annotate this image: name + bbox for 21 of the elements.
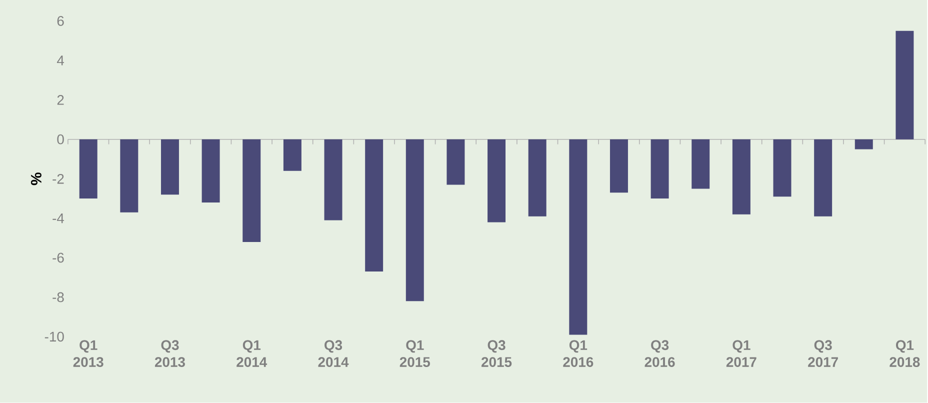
x-tick-label: Q1 2016 (563, 340, 594, 368)
y-tick-label: -8 (52, 292, 64, 302)
x-tick-label: Q1 2017 (726, 340, 756, 368)
x-tick-label: Q1 2018 (890, 340, 920, 368)
y-tick-label: -4 (52, 214, 64, 224)
y-tick-label: 6 (57, 16, 64, 26)
x-tick-label: Q1 2015 (400, 340, 430, 368)
x-tick-label: Q3 2015 (482, 340, 512, 368)
y-tick-label: -6 (52, 252, 64, 263)
y-tick-label: 4 (56, 56, 64, 66)
x-tick-label: Q1 2013 (73, 340, 104, 368)
x-tick-label: Q1 2014 (236, 340, 268, 368)
y-tick-label: 0 (57, 134, 64, 144)
y-tick-label: -2 (52, 174, 64, 184)
y-tick-label: 2 (57, 95, 64, 105)
x-tick-label: Q3 2014 (318, 340, 349, 368)
x-tick-label: Q3 2017 (808, 340, 838, 368)
x-tick-label: Q3 2013 (154, 340, 185, 368)
x-tick-label: Q3 2016 (644, 340, 675, 368)
y-axis-title: % (30, 172, 42, 186)
y-tick-label: -10 (44, 332, 64, 342)
